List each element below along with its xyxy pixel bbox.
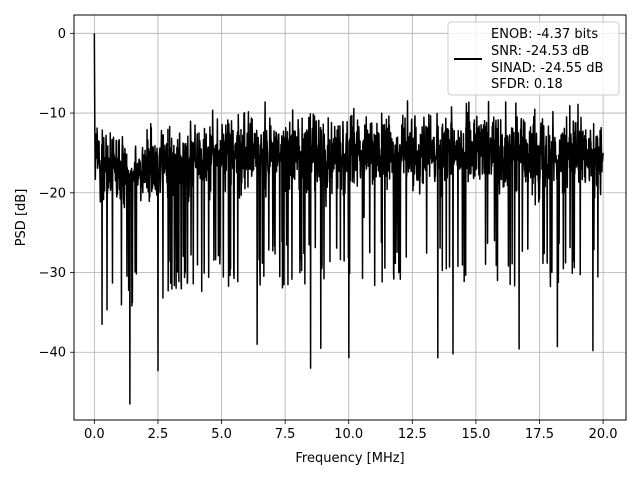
legend-sfdr: SFDR: 0.18 — [491, 77, 563, 92]
x-tick-label: 10.0 — [334, 427, 363, 442]
x-tick-label: 17.5 — [525, 427, 554, 442]
x-tick-label: 2.5 — [148, 427, 169, 442]
y-tick-label: −30 — [39, 266, 66, 281]
x-tick-label: 12.5 — [398, 427, 427, 442]
x-tick-label: 5.0 — [211, 427, 232, 442]
x-axis-ticks: 0.0 2.5 5.0 7.5 10.0 12.5 15.0 17.5 20.0 — [84, 420, 618, 442]
y-tick-label: 0 — [58, 27, 66, 42]
psd-trace-line — [93, 33, 604, 405]
plot-frame — [73, 14, 627, 421]
x-axis-label: Frequency [MHz] — [295, 451, 404, 466]
y-tick-label: −10 — [39, 107, 66, 122]
x-tick-label: 20.0 — [589, 427, 618, 442]
y-tick-label: −20 — [39, 186, 66, 201]
y-axis-ticks: 0 −10 −20 −30 −40 — [39, 27, 74, 361]
legend-enob: ENOB: -4.37 bits — [491, 27, 598, 42]
y-tick-label: −40 — [39, 346, 66, 361]
x-tick-label: 15.0 — [461, 427, 490, 442]
y-axis-label: PSD [dB] — [14, 189, 29, 247]
legend-sinad: SINAD: -24.55 dB — [491, 61, 603, 76]
x-tick-label: 7.5 — [275, 427, 296, 442]
legend: ENOB: -4.37 bits SNR: -24.53 dB SINAD: -… — [447, 21, 620, 96]
legend-snr: SNR: -24.53 dB — [491, 44, 589, 59]
legend-box — [447, 21, 620, 96]
x-tick-label: 0.0 — [84, 427, 105, 442]
psd-trace-series — [93, 33, 604, 405]
